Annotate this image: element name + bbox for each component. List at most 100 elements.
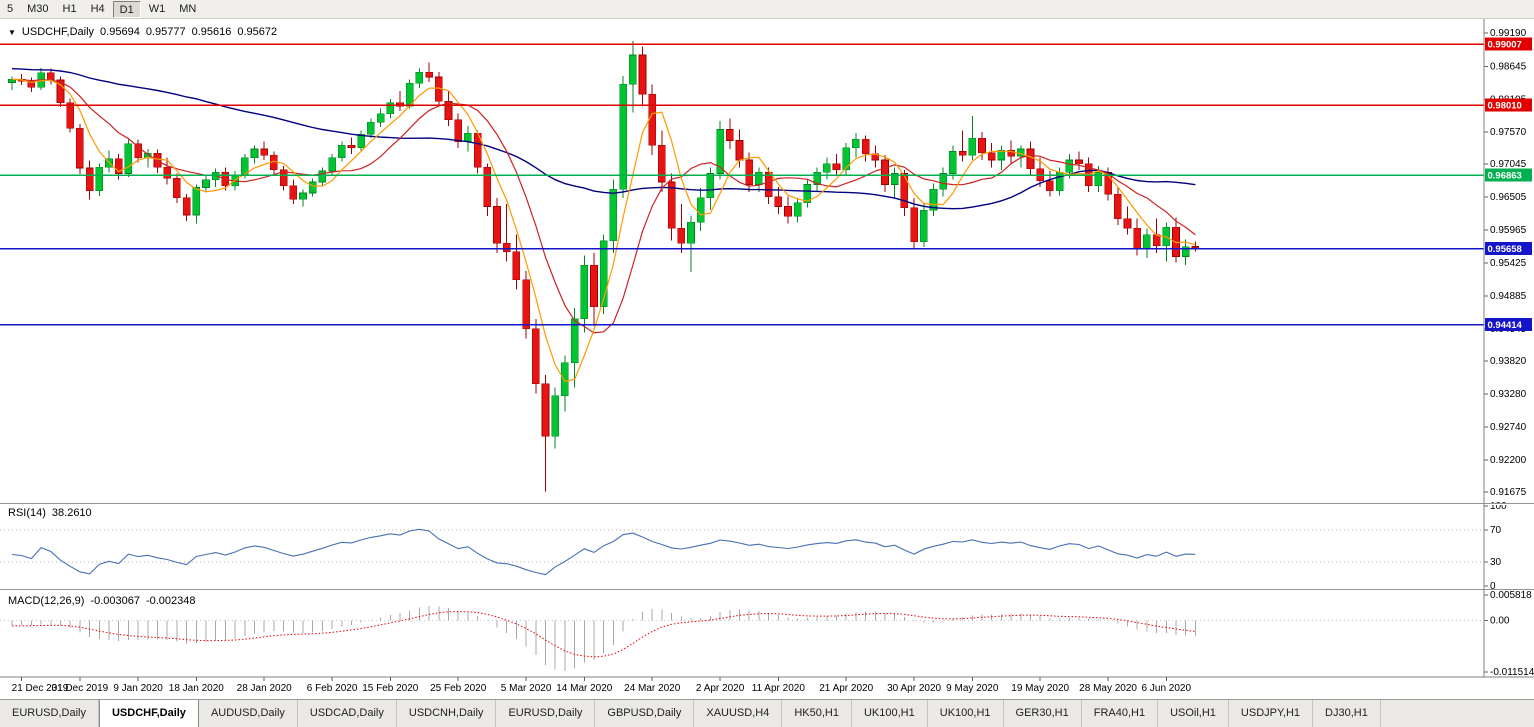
macd-main-value: -0.003067 [90, 595, 140, 607]
chart-background [0, 19, 1534, 699]
svg-text:0.91675: 0.91675 [1490, 487, 1527, 498]
candles-layer [8, 41, 1200, 492]
price-tag-0.94414 [1485, 318, 1532, 332]
ohlc-high: 0.95777 [145, 26, 186, 38]
chart-tab-gbpusd-daily[interactable]: GBPUSD,Daily [595, 700, 695, 727]
svg-text:0.93820: 0.93820 [1490, 356, 1527, 367]
svg-text:6 Jun 2020: 6 Jun 2020 [1142, 683, 1192, 694]
chart-tab-audusd-daily[interactable]: AUDUSD,Daily [199, 700, 298, 727]
chart-tab-dj30-h1[interactable]: DJ30,H1 [1313, 700, 1381, 727]
timeframe-button-5[interactable]: 5 [7, 2, 14, 15]
svg-text:100: 100 [1490, 501, 1507, 512]
macd-indicator-label: MACD(12,26,9) -0.003067 -0.002348 [8, 595, 196, 607]
pane-borders [0, 19, 1534, 678]
chart-tab-uk100-h1[interactable]: UK100,H1 [852, 700, 928, 727]
rsi-pane: 100 70 30 0 [0, 501, 1507, 592]
svg-text:24 Mar 2020: 24 Mar 2020 [624, 683, 681, 694]
chart-tab-usdcnh-daily[interactable]: USDCNH,Daily [397, 700, 497, 727]
svg-text:0.98645: 0.98645 [1490, 61, 1527, 72]
ohlc-low: 0.95616 [191, 26, 232, 38]
price-axis-labels: 0.991900.986450.981050.975700.970450.965… [1484, 28, 1527, 498]
svg-text:31 Dec 2019: 31 Dec 2019 [52, 683, 109, 694]
svg-text:5 Mar 2020: 5 Mar 2020 [501, 683, 552, 694]
macd-name: MACD(12,26,9) [8, 595, 85, 607]
svg-text:0.96505: 0.96505 [1490, 192, 1527, 203]
timeframe-button-h4[interactable]: H4 [90, 2, 105, 15]
chart-tab-fra40-h1[interactable]: FRA40,H1 [1082, 700, 1159, 727]
svg-text:25 Feb 2020: 25 Feb 2020 [430, 683, 487, 694]
svg-text:0.005818: 0.005818 [1490, 590, 1532, 601]
svg-text:0.97570: 0.97570 [1490, 127, 1527, 138]
svg-text:21 Apr 2020: 21 Apr 2020 [819, 683, 873, 694]
svg-text:2 Apr 2020: 2 Apr 2020 [696, 683, 745, 694]
chart-title: ▼ USDCHF,Daily 0.95694 0.95777 0.95616 0… [8, 26, 277, 38]
chart-tab-ger30-h1[interactable]: GER30,H1 [1004, 700, 1082, 727]
macd-pane: 0.005818 0.00 -0.011514 [0, 590, 1534, 678]
price-tag-0.98010 [1485, 98, 1532, 112]
chart-tab-eurusd-daily[interactable]: EURUSD,Daily [496, 700, 596, 727]
svg-text:0.00: 0.00 [1490, 616, 1510, 627]
svg-text:14 Mar 2020: 14 Mar 2020 [556, 683, 613, 694]
svg-text:0.97045: 0.97045 [1490, 159, 1527, 170]
chart-tab-xauusd-h4[interactable]: XAUUSD,H4 [694, 700, 783, 727]
timeframe-button-w1[interactable]: W1 [148, 2, 166, 15]
chart-dropdown-icon[interactable]: ▼ [8, 27, 16, 37]
svg-text:9 Jan 2020: 9 Jan 2020 [113, 683, 163, 694]
svg-text:0.95658: 0.95658 [1488, 244, 1522, 255]
chart-tab-uk100-h1[interactable]: UK100,H1 [928, 700, 1004, 727]
chart-symbol-period: USDCHF,Daily [21, 26, 95, 38]
svg-text:0: 0 [1490, 581, 1496, 592]
chart-tabs-bar: EURUSD,Daily USDCHF,Daily AUDUSD,Daily USDC… [0, 699, 1534, 727]
svg-text:6 Feb 2020: 6 Feb 2020 [307, 683, 358, 694]
rsi-indicator-label: RSI(14) 38.2610 [8, 507, 92, 519]
chart-tab-hk50-h1[interactable]: HK50,H1 [782, 700, 852, 727]
svg-text:9 May 2020: 9 May 2020 [946, 683, 999, 694]
svg-text:15 Feb 2020: 15 Feb 2020 [362, 683, 419, 694]
svg-text:0.92200: 0.92200 [1490, 455, 1527, 466]
svg-text:18 Jan 2020: 18 Jan 2020 [169, 683, 224, 694]
chart-area[interactable]: 0.991900.986450.981050.975700.970450.965… [0, 19, 1534, 699]
chart-tab-usoil-h1[interactable]: USOil,H1 [1158, 700, 1229, 727]
svg-text:11 Apr 2020: 11 Apr 2020 [752, 683, 806, 694]
timeframe-button-m30[interactable]: M30 [27, 2, 49, 15]
macd-signal-value: -0.002348 [145, 595, 196, 607]
chart-tab-usdchf-daily[interactable]: USDCHF,Daily [98, 700, 199, 727]
svg-text:0.99190: 0.99190 [1490, 28, 1527, 39]
svg-text:0.94414: 0.94414 [1488, 320, 1523, 331]
svg-text:19 May 2020: 19 May 2020 [1011, 683, 1069, 694]
svg-text:0.98010: 0.98010 [1488, 101, 1522, 112]
price-tag-0.95658 [1485, 242, 1532, 256]
timeframe-toolbar: 5 M30 H1 H4 D1 W1 MN [0, 0, 1534, 19]
svg-text:0.95425: 0.95425 [1490, 258, 1527, 269]
price-tag-0.99007 [1485, 37, 1532, 51]
chart-tab-usdcad-daily[interactable]: USDCAD,Daily [298, 700, 397, 727]
svg-text:0.94885: 0.94885 [1490, 291, 1527, 302]
svg-text:0.93280: 0.93280 [1490, 389, 1527, 400]
svg-text:28 May 2020: 28 May 2020 [1079, 683, 1137, 694]
chart-tab-eurusd-daily[interactable]: EURUSD,Daily [0, 700, 99, 727]
svg-text:0.96863: 0.96863 [1488, 171, 1522, 182]
ma-line-50 [11, 68, 1196, 210]
price-tag-0.96863 [1485, 168, 1532, 182]
svg-text:28 Jan 2020: 28 Jan 2020 [237, 683, 292, 694]
chart-canvas[interactable]: 0.991900.986450.981050.975700.970450.965… [0, 19, 1534, 699]
svg-text:-0.011514: -0.011514 [1490, 667, 1534, 678]
rsi-name: RSI(14) [8, 507, 46, 519]
rsi-line [11, 528, 1196, 576]
svg-text:30 Apr 2020: 30 Apr 2020 [887, 683, 941, 694]
svg-text:0.99007: 0.99007 [1488, 40, 1522, 51]
svg-text:21 Dec 2019: 21 Dec 2019 [12, 683, 69, 694]
timeframe-button-h1[interactable]: H1 [62, 2, 77, 15]
timeframe-button-d1[interactable]: D1 [112, 0, 141, 18]
ohlc-close: 0.95672 [237, 26, 278, 38]
svg-text:70: 70 [1490, 525, 1502, 536]
chart-tab-usdjpy-h1[interactable]: USDJPY,H1 [1229, 700, 1314, 727]
ma-line-5 [11, 78, 1196, 383]
macd-histogram [11, 605, 1196, 671]
macd-signal-line [11, 611, 1196, 658]
svg-text:0.92740: 0.92740 [1490, 422, 1527, 433]
ohlc-open: 0.95694 [100, 26, 140, 38]
timeframe-button-mn[interactable]: MN [179, 2, 197, 15]
